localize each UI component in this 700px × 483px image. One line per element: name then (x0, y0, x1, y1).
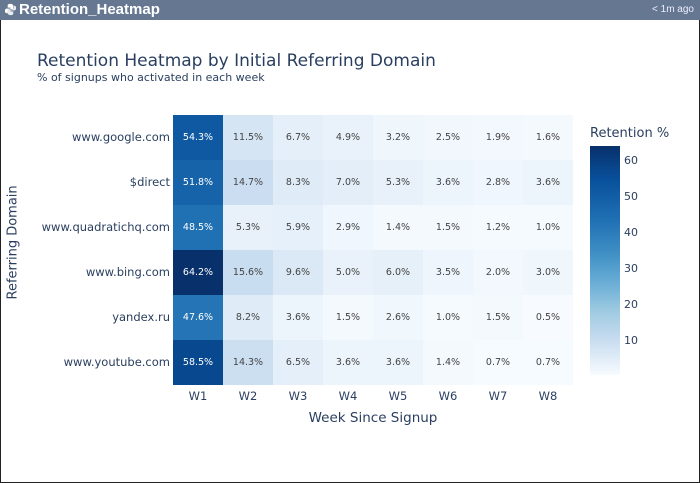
chart-title: Retention Heatmap by Initial Referring D… (37, 51, 436, 71)
heatmap-cell[interactable]: 1.5% (423, 205, 473, 250)
heatmap-cell[interactable]: 6.5% (273, 340, 323, 385)
x-tick-label: W1 (188, 389, 208, 403)
heatmap-cell[interactable]: 8.2% (223, 295, 273, 340)
heatmap-cell[interactable]: 3.6% (323, 340, 373, 385)
colorbar-tick-label: 50 (624, 190, 638, 204)
heatmap-cell[interactable]: 1.5% (323, 295, 373, 340)
heatmap-cell[interactable]: 3.5% (423, 250, 473, 295)
heatmap-cell[interactable]: 0.7% (523, 340, 573, 385)
heatmap-cell[interactable]: 0.7% (473, 340, 523, 385)
colorbar-tick-label: 30 (624, 261, 638, 275)
heatmap-cell[interactable]: 1.2% (473, 205, 523, 250)
x-tick-label: W7 (488, 389, 508, 403)
heatmap-cell[interactable]: 1.0% (523, 205, 573, 250)
heatmap-cell[interactable]: 11.5% (223, 115, 273, 160)
chart-subtitle: % of signups who activated in each week (37, 71, 265, 84)
y-tick-label: yandex.ru (112, 309, 170, 324)
y-tick-label: www.youtube.com (63, 354, 170, 369)
heatmap-cell[interactable]: 64.2% (173, 250, 223, 295)
heatmap-cell[interactable]: 47.6% (173, 295, 223, 340)
heatmap-cell[interactable]: 3.2% (373, 115, 423, 160)
heatmap-cell[interactable]: 58.5% (173, 340, 223, 385)
x-tick-label: W2 (238, 389, 258, 403)
colorbar-tick-label: 10 (624, 333, 638, 347)
x-tick-label: W8 (538, 389, 558, 403)
heatmap-cell[interactable]: 1.0% (423, 295, 473, 340)
cell-titlebar: Retention_Heatmap < 1m ago (0, 0, 700, 20)
heatmap-cell[interactable]: 3.6% (523, 160, 573, 205)
heatmap-cell[interactable]: 6.7% (273, 115, 323, 160)
heatmap-cell[interactable]: 1.4% (373, 205, 423, 250)
heatmap-cell[interactable]: 5.0% (323, 250, 373, 295)
heatmap-cell[interactable]: 3.6% (423, 160, 473, 205)
y-tick-label: www.bing.com (85, 264, 170, 279)
heatmap-cell[interactable]: 5.9% (273, 205, 323, 250)
colorbar-title: Retention % (590, 126, 670, 141)
heatmap-cell[interactable]: 5.3% (373, 160, 423, 205)
python-icon (4, 3, 17, 16)
heatmap-cell[interactable]: 3.6% (273, 295, 323, 340)
heatmap-cell[interactable]: 1.6% (523, 115, 573, 160)
heatmap-cell[interactable]: 2.5% (423, 115, 473, 160)
heatmap-cell[interactable]: 2.9% (323, 205, 373, 250)
heatmap-cell[interactable]: 3.6% (373, 340, 423, 385)
heatmap-cell[interactable]: 48.5% (173, 205, 223, 250)
x-tick-label: W6 (438, 389, 458, 403)
y-tick-label: www.google.com (72, 129, 170, 144)
heatmap-cell[interactable]: 1.9% (473, 115, 523, 160)
heatmap-cell[interactable]: 2.8% (473, 160, 523, 205)
heatmap-cell[interactable]: 6.0% (373, 250, 423, 295)
y-axis-label: Referring Domain (5, 185, 21, 300)
heatmap-cell[interactable]: 14.3% (223, 340, 273, 385)
heatmap-cell[interactable]: 51.8% (173, 160, 223, 205)
heatmap-cell[interactable]: 15.6% (223, 250, 273, 295)
heatmap-cell[interactable]: 0.5% (523, 295, 573, 340)
heatmap-cell[interactable]: 5.3% (223, 205, 273, 250)
colorbar-tick-label: 60 (624, 154, 638, 168)
x-tick-label: W4 (338, 389, 358, 403)
heatmap-cell[interactable]: 54.3% (173, 115, 223, 160)
x-axis-label: Week Since Signup (308, 410, 438, 426)
heatmap-cell[interactable]: 8.3% (273, 160, 323, 205)
heatmap-cell[interactable]: 2.0% (473, 250, 523, 295)
heatmap-cell[interactable]: 9.6% (273, 250, 323, 295)
x-tick-label: W5 (388, 389, 408, 403)
heatmap-cell[interactable]: 4.9% (323, 115, 373, 160)
colorbar-tick-label: 40 (624, 225, 638, 239)
heatmap-cell[interactable]: 3.0% (523, 250, 573, 295)
cell-title[interactable]: Retention_Heatmap (19, 1, 160, 18)
heatmap-cell[interactable]: 1.4% (423, 340, 473, 385)
y-tick-label: www.quadratichq.com (41, 219, 170, 234)
last-run-timestamp: < 1m ago (652, 4, 694, 15)
heatmap-cell[interactable]: 1.5% (473, 295, 523, 340)
y-tick-label: $direct (129, 174, 170, 189)
colorbar-tick-label: 20 (624, 297, 638, 311)
x-tick-label: W3 (288, 389, 308, 403)
colorbar (590, 146, 620, 375)
heatmap-cell[interactable]: 14.7% (223, 160, 273, 205)
heatmap-plot-area[interactable]: 54.3% 11.5% 6.7% 4.9% 3.2% 2.5% 1.9% 1.6% 51.8% 1… (173, 115, 573, 385)
heatmap-cell[interactable]: 7.0% (323, 160, 373, 205)
heatmap-cell[interactable]: 2.6% (373, 295, 423, 340)
